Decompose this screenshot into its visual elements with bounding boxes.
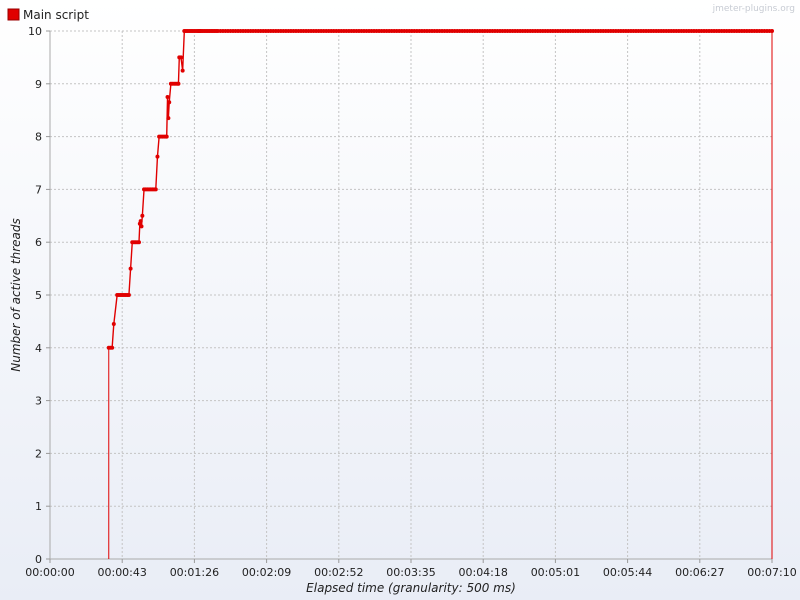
x-axis-label: Elapsed time (granularity: 500 ms): [306, 581, 516, 595]
x-tick-label: 00:00:43: [97, 566, 146, 579]
data-point: [128, 266, 133, 271]
data-point: [136, 240, 141, 245]
legend: Main script: [7, 8, 89, 22]
data-point: [180, 68, 185, 73]
y-tick-label: 1: [35, 500, 42, 513]
legend-label: Main script: [23, 8, 89, 22]
x-tick-label: 00:00:00: [25, 566, 74, 579]
x-tick-label: 00:03:35: [386, 566, 435, 579]
series-line: [108, 30, 772, 349]
x-tick-label: 00:01:26: [170, 566, 219, 579]
data-point: [126, 293, 131, 297]
data-point: [767, 29, 772, 33]
watermark: jmeter-plugins.org: [712, 4, 795, 14]
x-tick-label: 00:05:44: [603, 566, 652, 579]
data-point: [139, 224, 144, 229]
y-ticks: 0 1 2 3 4 5 6 7 8 9 10: [28, 25, 50, 566]
y-tick-label: 4: [35, 342, 42, 355]
data-point: [167, 100, 172, 105]
data-point: [140, 213, 145, 218]
y-tick-label: 3: [35, 395, 42, 408]
y-axis-label: Number of active threads: [9, 218, 23, 372]
y-tick-label: 10: [28, 25, 42, 38]
series: [106, 29, 774, 559]
y-tick-label: 9: [35, 78, 42, 91]
data-point: [164, 134, 169, 139]
y-tick-label: 8: [35, 131, 42, 144]
x-tick-label: 00:07:10: [747, 566, 796, 579]
x-tick-label: 00:06:27: [675, 566, 724, 579]
data-point: [111, 322, 116, 327]
x-tick-label: 00:04:18: [458, 566, 507, 579]
data-point: [153, 187, 158, 192]
x-tick-label: 00:05:01: [531, 566, 580, 579]
data-point: [176, 81, 181, 86]
data-point: [166, 116, 171, 121]
y-tick-label: 6: [35, 236, 42, 249]
x-ticks: 00:00:00 00:00:43 00:01:26 00:02:09 00:02:52…: [25, 559, 797, 579]
grid: [50, 30, 773, 559]
legend-swatch: [7, 8, 20, 21]
data-point: [138, 219, 143, 224]
y-tick-label: 2: [35, 447, 42, 460]
y-tick-label: 0: [35, 553, 42, 566]
data-point: [178, 55, 183, 60]
y-tick-label: 7: [35, 183, 42, 196]
data-point: [155, 154, 160, 159]
x-tick-label: 00:02:09: [242, 566, 291, 579]
data-point: [110, 345, 115, 350]
data-point: [165, 95, 170, 99]
y-tick-label: 5: [35, 289, 42, 302]
x-tick-label: 00:02:52: [314, 566, 363, 579]
